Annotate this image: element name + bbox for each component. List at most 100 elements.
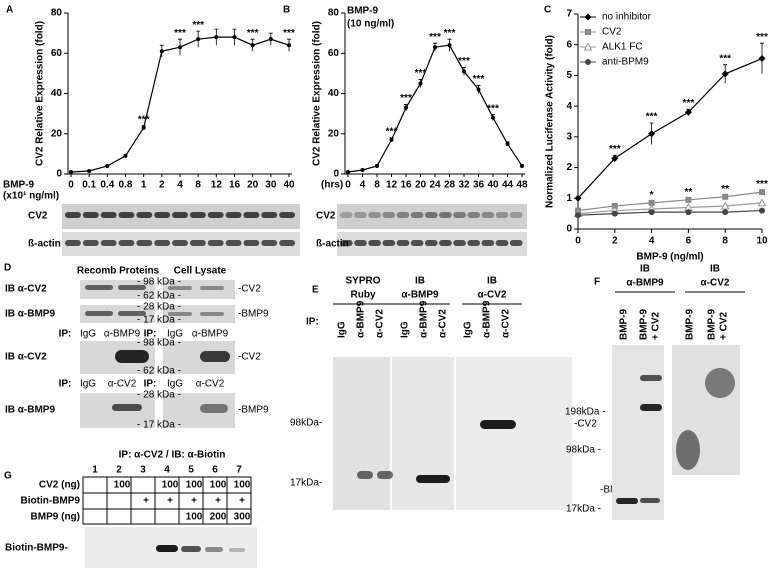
annotation: *** xyxy=(756,32,768,43)
annotation: *** xyxy=(192,20,204,31)
label: - 17 kDa - xyxy=(137,420,181,431)
point xyxy=(105,163,110,168)
band xyxy=(279,240,296,246)
point xyxy=(611,202,618,209)
ib-label: IB α-CV2 xyxy=(5,284,47,295)
x-tick-label: 8 xyxy=(195,180,201,191)
y-tick-label: 0 xyxy=(333,169,339,180)
table-frame xyxy=(82,476,252,525)
row-label: CV2 xyxy=(28,211,48,222)
ib-label: IB α-CV2 xyxy=(5,352,47,363)
point xyxy=(611,154,619,162)
blot xyxy=(80,305,155,323)
label: α-BMP9 xyxy=(626,278,664,289)
table-cell: + xyxy=(191,496,197,507)
x-tick-label: 10 xyxy=(756,236,768,247)
point xyxy=(585,59,591,65)
y-tick-label: 40 xyxy=(51,88,63,99)
band xyxy=(207,212,224,218)
band xyxy=(410,212,424,218)
label: 17kDa - xyxy=(566,504,601,515)
point xyxy=(196,37,201,42)
x-tick-label: 0 xyxy=(575,236,581,247)
y-tick-label: 4 xyxy=(566,101,572,112)
point xyxy=(759,207,765,214)
label: - 28 kDa - xyxy=(137,302,181,313)
ip-label: IP: xyxy=(144,329,157,340)
lane-label: + CV2 xyxy=(719,311,730,340)
y-tick-label: 40 xyxy=(328,88,340,99)
x-tick-label: 48 xyxy=(516,180,528,191)
point xyxy=(584,13,592,21)
band-label: -CV2 xyxy=(238,352,261,363)
point xyxy=(346,169,350,174)
x-tick-label: 0 xyxy=(345,180,351,191)
x-tick-label: 24 xyxy=(429,180,441,191)
label: IP: xyxy=(306,317,319,328)
band xyxy=(705,368,735,398)
point xyxy=(611,210,618,217)
lane-label: BMP-9 xyxy=(639,308,650,340)
x-tick-label: 6 xyxy=(686,236,692,247)
label: - 98 kDa - xyxy=(137,277,181,288)
band xyxy=(200,404,228,413)
y-tick-label: 2 xyxy=(566,162,572,173)
band xyxy=(368,240,381,246)
chart-subtitle: (10 ng/ml) xyxy=(347,19,394,30)
band xyxy=(640,404,662,411)
legend-label: CV2 xyxy=(602,27,622,38)
band xyxy=(640,375,662,381)
x-tick-label: 0.4 xyxy=(100,180,114,191)
x-tick-label: 28 xyxy=(444,180,456,191)
band-label: Biotin-BMP9- xyxy=(5,543,68,554)
point xyxy=(575,212,581,219)
band-label: -CV2 xyxy=(238,284,261,295)
annotation: *** xyxy=(458,56,470,67)
series-line xyxy=(577,209,763,216)
panel-label: F xyxy=(594,277,600,288)
label: α-CV2 xyxy=(701,278,730,289)
band xyxy=(382,240,396,246)
lane-label: α-CV2 xyxy=(501,309,512,338)
band xyxy=(229,548,245,552)
panel-label: E xyxy=(312,285,319,296)
x-tick-label: 0 xyxy=(68,180,74,191)
band xyxy=(205,547,223,552)
point xyxy=(505,141,510,146)
y-tick-label: 60 xyxy=(328,48,340,59)
lane-label: IgG xyxy=(463,321,474,338)
panel-label: C xyxy=(544,5,551,16)
x-tick-label: 44 xyxy=(502,180,514,191)
band xyxy=(112,404,142,411)
panel-label: G xyxy=(4,471,12,482)
table-cell: + xyxy=(143,496,149,507)
point xyxy=(178,45,182,50)
point xyxy=(404,105,408,110)
y-tick-label: 60 xyxy=(51,48,63,59)
band xyxy=(340,212,353,218)
lane-label: 1 xyxy=(92,465,98,476)
band xyxy=(509,240,523,246)
band xyxy=(481,240,495,246)
annotation: *** xyxy=(473,74,485,85)
lane-label: IgG xyxy=(400,321,411,338)
annotation: *** xyxy=(719,53,731,64)
annotation: *** xyxy=(487,103,499,114)
table-cell: + xyxy=(167,496,173,507)
band xyxy=(225,240,242,246)
ip-label: IgG xyxy=(167,379,183,390)
table-cell: 200 xyxy=(210,512,227,523)
y-axis-label: CV2 Relative Expression (fold) xyxy=(312,21,323,166)
point xyxy=(720,201,730,210)
y-tick-label: 20 xyxy=(51,128,63,139)
legend-label: no inhibitor xyxy=(602,12,652,23)
point xyxy=(520,163,524,168)
chart-title: BMP-9 xyxy=(347,6,379,17)
band xyxy=(439,240,452,246)
label: α-BMP9 xyxy=(401,290,439,301)
annotation: ** xyxy=(721,184,729,195)
y-tick-label: 20 xyxy=(328,128,340,139)
lane-label: 3 xyxy=(140,465,146,476)
point xyxy=(250,43,255,48)
